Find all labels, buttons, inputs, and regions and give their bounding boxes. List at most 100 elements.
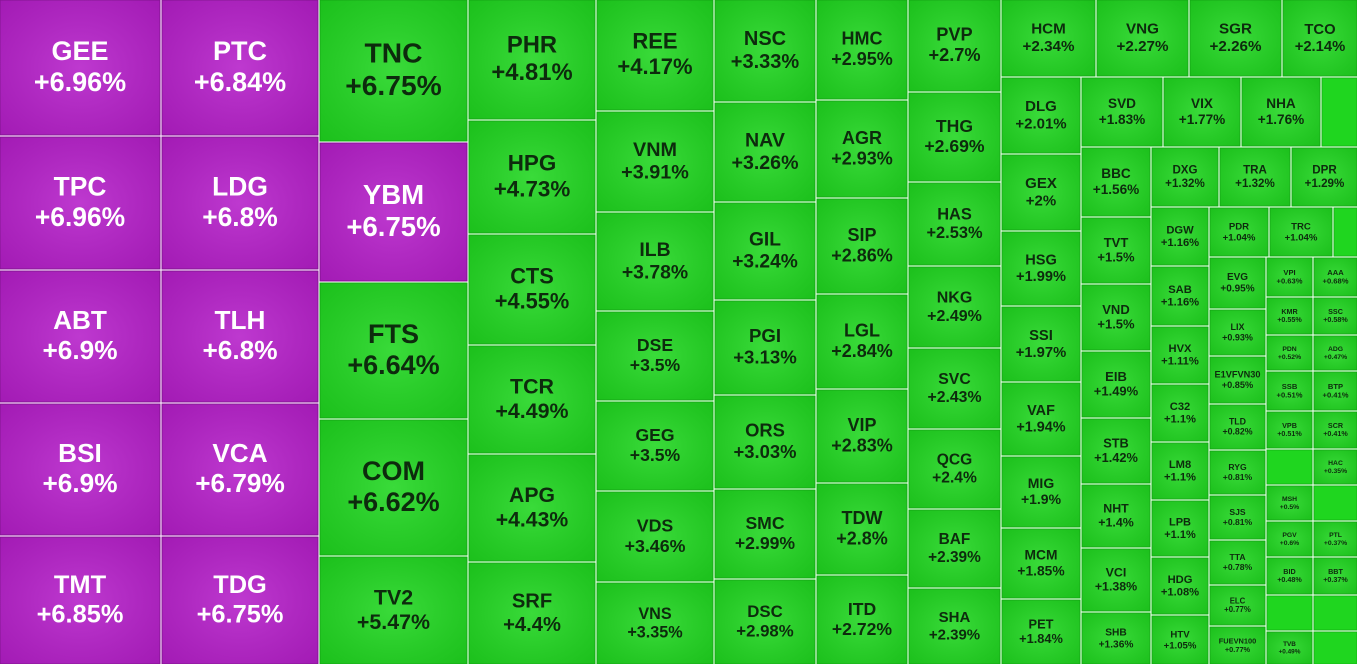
tile-shade <box>1082 218 1150 283</box>
change-label: +0.93% <box>1222 332 1253 342</box>
ticker-label: CTS <box>510 263 554 288</box>
tile: VND+1.5% <box>1081 284 1151 351</box>
ticker-label: ELC <box>1230 596 1246 605</box>
change-label: +1.1% <box>1164 472 1196 484</box>
tile-shade <box>1002 155 1080 230</box>
change-label: +0.47% <box>1324 354 1347 361</box>
change-label: +2.26% <box>1210 38 1262 55</box>
change-label: +6.84% <box>194 67 286 97</box>
change-label: +1.97% <box>1016 345 1067 361</box>
tile: PVP+2.7% <box>908 0 1001 92</box>
tile: VPB+0.51% <box>1266 411 1313 449</box>
tile-shade <box>0 404 160 535</box>
tile-shade <box>1220 148 1290 206</box>
change-label: +4.81% <box>491 59 572 86</box>
tile-shade <box>1082 485 1150 547</box>
change-label: +1.83% <box>1099 112 1145 127</box>
ticker-label: SMC <box>745 513 784 533</box>
change-label: +1.42% <box>1094 450 1138 465</box>
tile: TDG+6.75% <box>161 536 319 664</box>
change-label: +3.13% <box>733 347 797 368</box>
tile: SJS+0.81% <box>1209 495 1266 540</box>
ticker-label: VIP <box>847 415 876 435</box>
ticker-label: SAB <box>1168 284 1192 296</box>
tile-shade <box>1267 336 1312 370</box>
tile: NKG +2.49% <box>908 266 1001 348</box>
change-label: +0.51% <box>1277 391 1303 400</box>
ticker-label: TDW <box>842 508 883 528</box>
ticker-label: LM8 <box>1169 459 1191 471</box>
change-label: +3.5% <box>630 445 681 465</box>
tile: TLH+6.8% <box>161 270 319 403</box>
tile: HVX+1.11% <box>1151 326 1209 384</box>
tile-shade <box>1210 541 1265 584</box>
ticker-label: MCM <box>1025 548 1058 563</box>
ticker-label: STB <box>1103 435 1129 450</box>
change-label: +2.39% <box>929 626 980 643</box>
ticker-label: TRA <box>1243 164 1267 177</box>
change-label: +1.84% <box>1019 631 1063 646</box>
tile: VNG+2.27% <box>1096 0 1189 77</box>
ticker-label: DGW <box>1166 224 1194 236</box>
tile: SSB+0.51% <box>1266 371 1313 411</box>
tile-filler <box>1321 77 1357 147</box>
tile-shade <box>1210 627 1265 664</box>
tile: VIP+2.83% <box>816 389 908 483</box>
tile: PTC+6.84% <box>161 0 319 136</box>
change-label: +0.58% <box>1323 315 1348 324</box>
change-label: +3.91% <box>621 162 689 184</box>
tile-shade <box>1314 412 1357 448</box>
tile-shade <box>469 346 595 453</box>
tile-shade <box>1314 336 1357 370</box>
ticker-label: GEG <box>635 425 674 445</box>
change-label: +2.34% <box>1023 38 1075 55</box>
change-label: +0.68% <box>1323 277 1349 286</box>
tile-shade <box>1082 352 1150 417</box>
tile: PHR+4.81% <box>468 0 596 120</box>
tile: E1VFVN30+0.85% <box>1209 356 1266 404</box>
ticker-label: TVT <box>1104 235 1129 250</box>
ticker-label: TMT <box>54 571 107 599</box>
ticker-label: AAA <box>1327 268 1344 277</box>
ticker-label: NSC <box>744 28 786 50</box>
tile: TRC+1.04% <box>1269 207 1333 257</box>
tile-shade <box>1210 258 1265 308</box>
tile: TTA+0.78% <box>1209 540 1266 585</box>
tile: TCR+4.49% <box>468 345 596 454</box>
ticker-label: TCR <box>510 374 555 398</box>
change-label: +1.5% <box>1097 250 1135 265</box>
ticker-label: RYG <box>1228 462 1247 472</box>
ticker-label: SJS <box>1229 507 1246 517</box>
change-label: +3.03% <box>734 441 797 462</box>
ticker-label: NHT <box>1103 501 1129 515</box>
tile: GEX+2% <box>1001 154 1081 231</box>
tile-shade <box>1314 558 1357 594</box>
tile: BTP+0.41% <box>1313 371 1357 411</box>
change-label: +6.9% <box>43 335 118 365</box>
change-label: +2.14% <box>1295 39 1346 55</box>
tile: DPR+1.29% <box>1291 147 1357 207</box>
tile-shade <box>162 537 318 664</box>
tile: HDG+1.08% <box>1151 557 1209 615</box>
ticker-label: DSE <box>637 335 673 355</box>
tile: C32+1.1% <box>1151 384 1209 442</box>
tile-shade <box>1267 486 1312 520</box>
change-label: +6.96% <box>34 67 126 97</box>
tile: BBC+1.56% <box>1081 147 1151 217</box>
ticker-label: HVX <box>1168 343 1192 355</box>
ticker-label: VNM <box>633 139 677 161</box>
change-label: +0.41% <box>1323 429 1348 438</box>
change-label: +2.7% <box>928 45 980 65</box>
ticker-label: C32 <box>1170 401 1191 413</box>
change-label: +3.78% <box>622 261 688 283</box>
change-label: +3.46% <box>625 536 686 556</box>
change-label: +1.56% <box>1093 182 1139 197</box>
tile-shade <box>817 199 907 293</box>
ticker-label: PGI <box>749 325 781 346</box>
tile-shade <box>1082 549 1150 611</box>
tile-shade <box>1267 558 1312 594</box>
tile: SMC+2.99% <box>714 489 816 579</box>
tile: BAF+2.39% <box>908 509 1001 588</box>
tile: EIB+1.49% <box>1081 351 1151 418</box>
tile: VNS+3.35% <box>596 582 714 664</box>
